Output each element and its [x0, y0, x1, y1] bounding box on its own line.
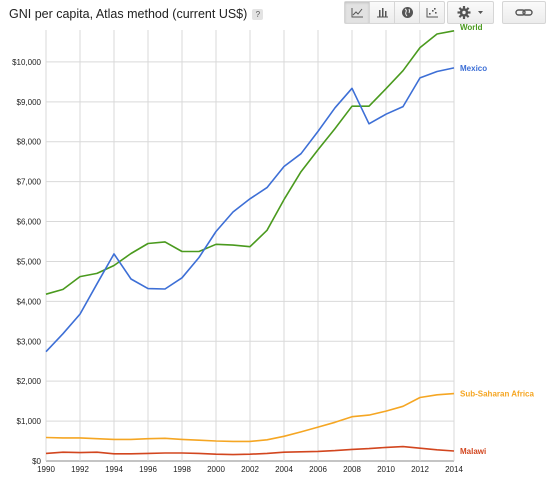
x-tick-label: 2004 — [275, 465, 293, 474]
series-label-world: World — [460, 24, 483, 32]
settings-icons — [457, 6, 483, 19]
series-label-sub-saharan-africa: Sub-Saharan Africa — [460, 390, 534, 399]
chart-header: GNI per capita, Atlas method (current US… — [0, 0, 550, 30]
link-icon — [515, 9, 533, 16]
x-tick-label: 1990 — [37, 465, 55, 474]
chart-title-text: GNI per capita, Atlas method (current US… — [9, 7, 248, 21]
x-tick-label: 2012 — [411, 465, 429, 474]
x-tick-label: 2014 — [445, 465, 463, 474]
x-axis-ticks: 1990 1992 1994 1996 1998 2000 2002 2004 2006 2008… — [37, 465, 463, 474]
x-tick-label: 2010 — [377, 465, 395, 474]
y-tick-label: $4,000 — [17, 297, 42, 306]
scatter-view-button[interactable] — [420, 2, 445, 23]
globe-map-icon — [402, 7, 413, 18]
chart-grid — [45, 30, 455, 462]
x-tick-label: 2006 — [309, 465, 327, 474]
scatter-chart-icon — [426, 8, 438, 18]
x-tick-label: 1996 — [139, 465, 157, 474]
y-tick-label: $6,000 — [17, 218, 42, 227]
y-tick-label: $5,000 — [17, 257, 42, 266]
y-tick-label: $1,000 — [17, 417, 42, 426]
series-line-mexico — [45, 67, 455, 353]
line-chart-view-button[interactable] — [345, 2, 370, 23]
gear-icon — [457, 6, 471, 19]
chart-series — [45, 30, 455, 456]
series-label-mexico: Mexico — [460, 64, 487, 73]
series-line-sub-saharan-africa — [45, 392, 455, 443]
chart-title: GNI per capita, Atlas method (current US… — [9, 7, 264, 21]
y-axis-ticks: $0 $1,000 $2,000 $3,000 $4,000 $5,000 $6,000 $7… — [12, 58, 41, 466]
share-link-button[interactable] — [502, 1, 546, 24]
series-line-malawi — [45, 445, 455, 456]
line-chart: $0 $1,000 $2,000 $3,000 $4,000 $5,000 $6,000 $7… — [12, 24, 534, 474]
bar-chart-view-button[interactable] — [370, 2, 395, 23]
bar-chart-icon — [377, 8, 388, 18]
x-tick-label: 1992 — [71, 465, 89, 474]
y-tick-label: $2,000 — [17, 377, 42, 386]
series-label-malawi: Malawi — [460, 447, 486, 456]
y-tick-label: $3,000 — [17, 337, 42, 346]
settings-button[interactable] — [447, 1, 494, 24]
x-tick-label: 2008 — [343, 465, 361, 474]
y-tick-label: $7,000 — [17, 178, 42, 187]
series-labels: World Mexico Sub-Saharan Africa Malawi — [460, 24, 534, 456]
map-view-button[interactable] — [395, 2, 420, 23]
y-tick-label: $8,000 — [17, 138, 42, 147]
x-tick-label: 2002 — [241, 465, 259, 474]
x-tick-label: 1994 — [105, 465, 123, 474]
chart-view-switcher — [344, 1, 445, 24]
caret-down-icon — [478, 11, 483, 14]
help-button[interactable]: ? — [252, 9, 264, 20]
y-tick-label: $10,000 — [12, 58, 41, 67]
line-chart-icon — [351, 8, 363, 18]
series-line-world — [45, 30, 455, 295]
x-tick-label: 2000 — [207, 465, 225, 474]
y-tick-label: $0 — [32, 457, 41, 466]
x-tick-label: 1998 — [173, 465, 191, 474]
y-tick-label: $9,000 — [17, 98, 42, 107]
